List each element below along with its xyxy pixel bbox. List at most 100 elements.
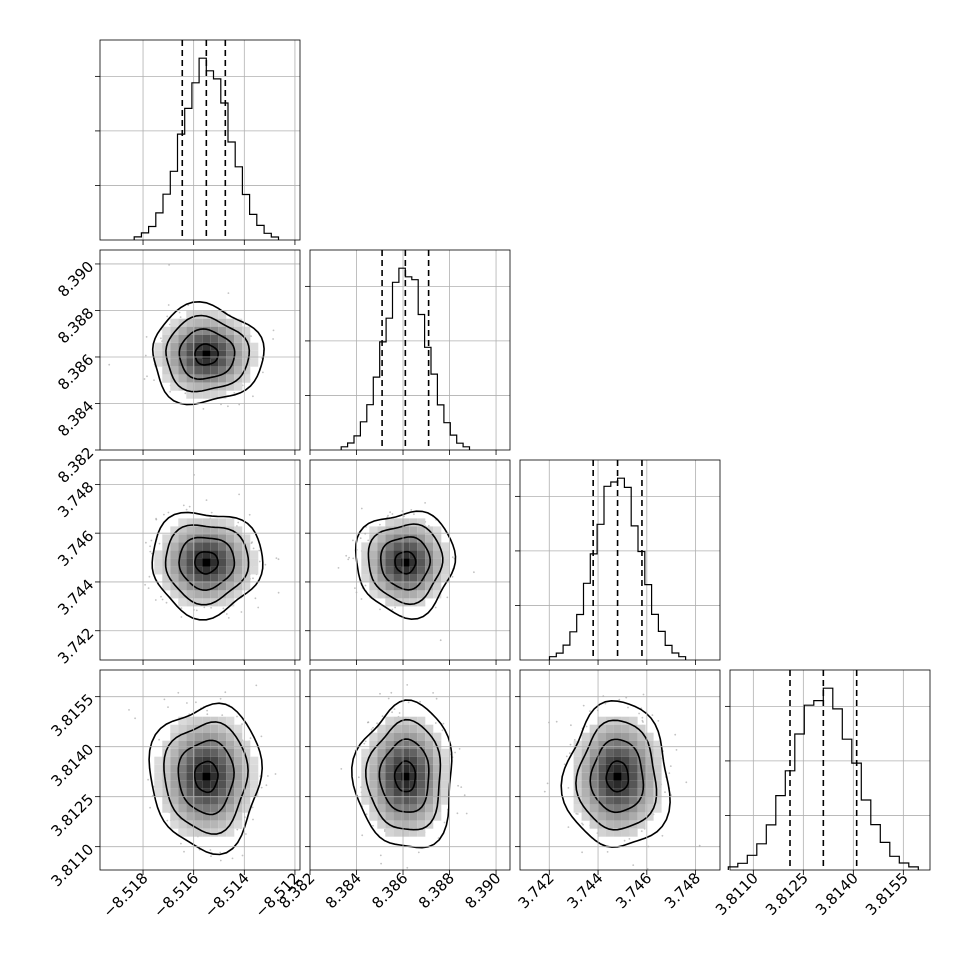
density-cell [629, 732, 638, 741]
density-cell [234, 342, 243, 351]
scatter-point [149, 550, 152, 553]
density-cell [210, 812, 219, 821]
density-cell [409, 526, 418, 535]
density-cell [629, 828, 638, 837]
density-cell [369, 558, 378, 567]
density-cell [186, 764, 195, 773]
density-cell [178, 716, 187, 725]
density-cell [597, 756, 606, 765]
density-cell [210, 526, 219, 535]
density-cell [433, 748, 442, 757]
density-cell [441, 566, 450, 575]
density-cell [218, 574, 227, 583]
density-cell [170, 534, 179, 543]
density-cell [377, 756, 386, 765]
density-cell [154, 780, 163, 789]
density-cell [441, 796, 450, 805]
density-cell [401, 574, 410, 583]
density-cell [210, 772, 219, 781]
panel-content [144, 474, 280, 621]
density-cell [242, 566, 251, 575]
density-cell [401, 764, 410, 773]
density-cell [170, 334, 179, 343]
density-cell [186, 574, 195, 583]
density-cell [621, 724, 630, 733]
density-cell [613, 796, 622, 805]
y-tick-label: 3.8110 [48, 840, 98, 890]
density-cell [605, 732, 614, 741]
density-cell [210, 732, 219, 741]
density-cell [154, 558, 163, 567]
density-cell [162, 574, 171, 583]
scatter-point [363, 742, 366, 745]
density-cell [242, 350, 251, 359]
scatter-point [238, 403, 241, 406]
density-cell [417, 716, 426, 725]
density-cell [597, 780, 606, 789]
density-cell [162, 764, 171, 773]
density-cell [433, 812, 442, 821]
density-cell [409, 780, 418, 789]
density-cell [433, 788, 442, 797]
density-cell [186, 780, 195, 789]
density-cell [621, 804, 630, 813]
x-tick-label: −8.516 [150, 869, 202, 921]
density-cell [409, 518, 418, 527]
scatter-point [569, 743, 572, 746]
density-cell [581, 788, 590, 797]
density-cell [226, 804, 235, 813]
scatter-point [437, 837, 440, 839]
scatter-point [456, 812, 459, 815]
density-cell [226, 366, 235, 375]
density-cell [202, 318, 211, 327]
scatter-point [406, 866, 409, 869]
density-cell [210, 326, 219, 335]
density-cell [417, 518, 426, 527]
density-cell [637, 748, 646, 757]
scatter-point [457, 784, 459, 787]
density-cell [226, 582, 235, 591]
density-cell [242, 772, 251, 781]
scatter-point [128, 709, 130, 711]
density-cell [385, 828, 394, 837]
density-cell [629, 716, 638, 725]
density-cell [409, 566, 418, 575]
density-cell [629, 804, 638, 813]
contour-line [193, 551, 219, 575]
scatter-point [432, 692, 434, 694]
scatter-point [167, 511, 170, 514]
scatter-point [249, 737, 252, 739]
scatter-point [236, 715, 238, 718]
density-cell [186, 566, 195, 575]
density-cell [393, 590, 402, 599]
density-cell [393, 716, 402, 725]
scatter-point [575, 812, 578, 815]
scatter-point [337, 567, 340, 569]
contour-line [378, 738, 430, 813]
panel-frame [309, 249, 511, 451]
density-cell [417, 764, 426, 773]
scatter-point [180, 607, 183, 609]
density-cell [637, 804, 646, 813]
density-cell [178, 820, 187, 829]
scatter-point [203, 606, 206, 609]
density-cell [401, 534, 410, 543]
density-cell [621, 748, 630, 757]
density-cell [573, 764, 582, 773]
density-cell [637, 756, 646, 765]
density-cell [218, 390, 227, 399]
scatter-point [642, 693, 645, 696]
density-cell [425, 732, 434, 741]
density-cell [645, 748, 654, 757]
density-cell [242, 574, 251, 583]
density-peak [202, 350, 211, 359]
density-cell [425, 534, 434, 543]
density-cell [417, 780, 426, 789]
density-cell [218, 566, 227, 575]
density-cell [162, 804, 171, 813]
scatter-point [604, 702, 607, 705]
density-cell [226, 334, 235, 343]
density-cell [385, 812, 394, 821]
density-cell [162, 534, 171, 543]
